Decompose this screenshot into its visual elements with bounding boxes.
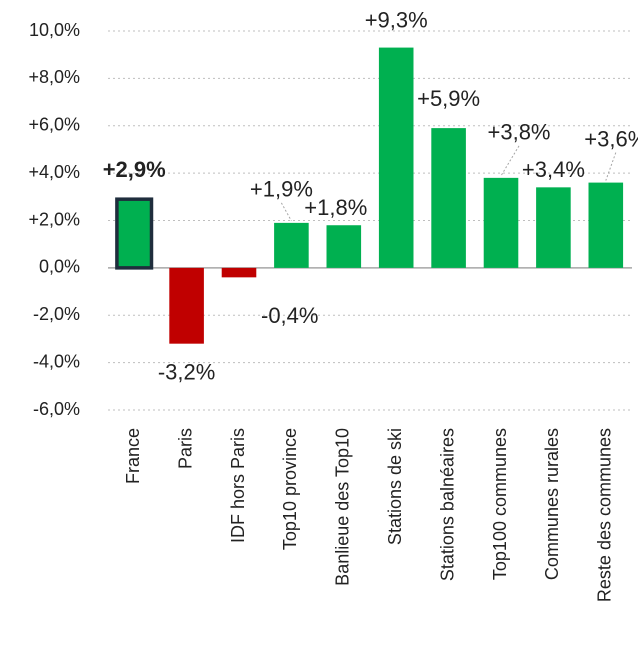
y-tick-label: +4,0% — [28, 162, 80, 182]
x-tick-label: Paris — [175, 428, 195, 469]
y-tick-label: 10,0% — [29, 20, 80, 40]
bar — [536, 187, 571, 268]
x-tick-label: Stations balnéaires — [437, 428, 457, 581]
y-tick-label: +6,0% — [28, 115, 80, 135]
bar — [483, 177, 519, 268]
value-label: +1,9% — [250, 177, 313, 202]
value-label: +1,8% — [304, 195, 367, 220]
value-label: +3,8% — [488, 120, 551, 145]
value-label: +5,9% — [417, 86, 480, 111]
y-tick-label: 0,0% — [39, 257, 80, 277]
bar — [115, 197, 154, 270]
x-tick-label: Banlieue des Top10 — [333, 428, 353, 586]
value-label: +3,6% — [584, 126, 638, 151]
value-label: +3,4% — [522, 157, 585, 182]
x-tick-label: France — [123, 428, 143, 484]
leader-line — [500, 145, 520, 177]
y-tick-label: +8,0% — [28, 67, 80, 87]
x-tick-label: Reste des communes — [595, 428, 615, 602]
y-tick-label: +2,0% — [28, 209, 80, 229]
value-label: -0,4% — [261, 303, 318, 328]
bar — [431, 128, 466, 268]
x-tick-label: Stations de ski — [385, 428, 405, 545]
x-tick-label: IDF hors Paris — [228, 428, 248, 543]
bar — [588, 182, 624, 268]
bar — [274, 222, 309, 268]
x-tick-label: Communes rurales — [542, 428, 562, 580]
value-label: -3,2% — [158, 359, 215, 384]
x-tick-label: Top10 province — [280, 428, 300, 550]
bar — [169, 267, 204, 344]
value-label: +9,3% — [365, 7, 428, 32]
bar — [221, 267, 257, 278]
y-tick-label: -4,0% — [33, 351, 80, 371]
y-tick-label: -6,0% — [33, 399, 80, 419]
leader-line — [280, 202, 292, 222]
value-label: +2,9% — [103, 157, 166, 182]
bar — [378, 47, 414, 268]
y-tick-label: -2,0% — [33, 304, 80, 324]
leader-line — [605, 152, 617, 181]
x-tick-label: Top100 communes — [490, 428, 510, 580]
bar — [326, 225, 362, 268]
